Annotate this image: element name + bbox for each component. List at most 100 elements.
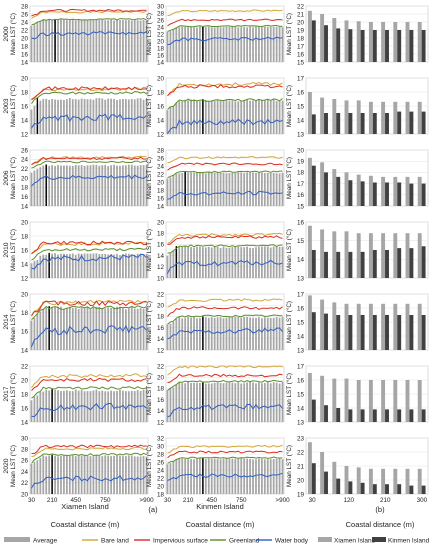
y-tick-label: 24 [21, 469, 29, 476]
xiamen-bar [320, 14, 325, 62]
kinmen-bar [385, 182, 389, 206]
x-tick-label: 750 [236, 497, 247, 504]
kinmen-bar [409, 30, 414, 62]
impervious-series-line [31, 240, 147, 255]
average-bar [204, 247, 207, 278]
average-bar [255, 459, 257, 494]
y-tick-label: 12 [157, 131, 165, 138]
average-bar [113, 307, 115, 350]
y-tick-label: 17 [297, 43, 305, 50]
average-bar [281, 100, 284, 134]
average-bar [166, 110, 169, 134]
average-bar [60, 391, 62, 422]
average-bar [234, 101, 237, 134]
average-bar [172, 387, 175, 422]
x-tick-label: 30 [309, 497, 317, 504]
average-bar [65, 165, 68, 206]
green-series-line [31, 160, 147, 169]
y-tick-label: 24 [157, 467, 165, 474]
average-bar [104, 253, 107, 278]
legend-bar-panels: Xiamen Island Kinmen Island [318, 537, 430, 544]
average-bar [74, 99, 77, 134]
y-axis-label: Mean LST (°C) [9, 373, 17, 415]
average-bar [249, 26, 251, 62]
average-bar [178, 27, 181, 63]
average-bar [142, 308, 145, 350]
average-bar [48, 455, 51, 494]
average-bar [187, 27, 190, 62]
average-bar [201, 172, 204, 206]
average-bar [246, 172, 249, 206]
kinmen-bar [336, 315, 341, 350]
average-bar [193, 99, 195, 134]
average-bar [196, 100, 198, 134]
average-bar [83, 19, 86, 62]
average-bar [98, 165, 101, 206]
average-bar [51, 307, 54, 350]
average-bar [104, 20, 107, 62]
average-bar [193, 459, 195, 494]
xiamen-bar [344, 100, 349, 134]
kinmen-bar [360, 409, 365, 422]
plot-frame [165, 365, 285, 423]
average-bar [196, 246, 198, 278]
average-bar [181, 383, 184, 422]
panel-2017-bars: 13 14 15 16 17 Mean LST (°C) [285, 363, 429, 426]
y-tick-label: 20 [157, 219, 165, 226]
y-axis-label: Mean LST (°C) [145, 301, 153, 343]
average-bar [113, 164, 115, 206]
y-tick-label: 13 [297, 275, 305, 282]
water-series-line [167, 403, 283, 418]
xiamen-bar [405, 233, 410, 278]
bare-series-line [167, 81, 283, 96]
average-bar [231, 382, 234, 422]
kinmen-bar [348, 29, 353, 62]
average-bar [33, 170, 36, 206]
average-bar [83, 98, 86, 134]
average-bar [51, 98, 54, 134]
kinmen-bar [311, 20, 316, 62]
average-bar [175, 384, 178, 422]
average-bar [63, 19, 65, 63]
average-bar [104, 391, 107, 422]
average-bar [228, 26, 231, 62]
y-tick-label: 20 [21, 75, 29, 82]
impervious-series-line [167, 84, 283, 97]
average-bar [187, 381, 190, 422]
average-bar [225, 382, 228, 422]
average-bar [193, 316, 195, 350]
average-bar [281, 246, 284, 278]
average-bar [281, 459, 284, 494]
kinmen-bar [311, 312, 316, 350]
kinmen-bar [311, 165, 316, 206]
average-bar [231, 100, 234, 134]
y-tick-label: 18 [157, 314, 165, 321]
kinmen-bar [372, 409, 377, 422]
average-bar [133, 165, 136, 206]
average-bar [278, 26, 281, 62]
x-tick-label: 210 [47, 497, 58, 504]
water-series-line [167, 259, 283, 274]
average-bar [127, 253, 130, 278]
average-bar [255, 172, 257, 206]
average-bar [36, 22, 39, 62]
kinmen-bar [360, 482, 365, 494]
average-bar [190, 317, 192, 350]
average-bar [101, 254, 104, 278]
average-bar [80, 253, 83, 278]
average-bar [243, 27, 246, 62]
y-tick-label: 20 [297, 477, 305, 484]
kinmen-bar [336, 28, 341, 62]
average-bar [255, 100, 257, 134]
average-bar [249, 100, 251, 134]
average-bar [51, 165, 54, 206]
average-bar [57, 390, 59, 422]
xiamen-bar [356, 174, 361, 206]
y-tick-label: 12 [21, 275, 29, 282]
y-axis-label: Mean LST (°C) [285, 85, 293, 127]
average-bar [116, 455, 118, 494]
average-bar [181, 458, 184, 494]
